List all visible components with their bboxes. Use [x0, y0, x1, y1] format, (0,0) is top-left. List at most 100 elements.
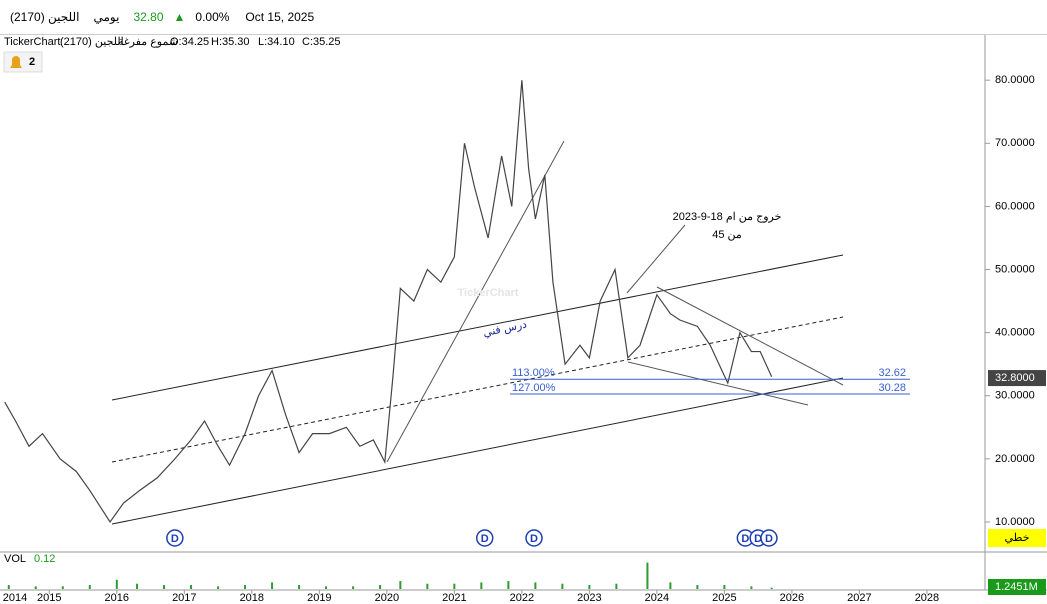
volume-label: 1.2451M — [995, 581, 1038, 593]
y-tick-label: 70.0000 — [995, 137, 1035, 149]
volume-bar — [453, 583, 456, 589]
y-tick-label: 50.0000 — [995, 263, 1035, 275]
volume-bar — [615, 583, 618, 589]
x-tick-label: 2020 — [375, 592, 399, 604]
period[interactable]: يومي — [93, 10, 120, 24]
x-tick-label: 2028 — [915, 592, 939, 604]
volume-bar — [244, 585, 247, 589]
volume-bar — [163, 585, 166, 589]
volume-bar — [325, 586, 328, 589]
x-tick-label: 2017 — [172, 592, 196, 604]
dividend-label: D — [171, 533, 179, 545]
x-tick-label: 2024 — [645, 592, 669, 604]
x-tick-label: 2016 — [105, 592, 129, 604]
dividend-marker — [166, 529, 184, 547]
header: اللجين (2170) يومي 32.80 ▲ 0.00% Oct 15,… — [0, 0, 1047, 35]
x-tick-label: 2014 — [3, 592, 27, 604]
pointer — [626, 224, 686, 294]
x-tick-label: 2022 — [510, 592, 534, 604]
x-tick-label: 2025 — [712, 592, 736, 604]
scale-mode: خطي — [1005, 532, 1030, 544]
source: TickerChart — [4, 36, 60, 48]
dividend-label: D — [530, 533, 538, 545]
alert-count: 2 — [29, 56, 35, 68]
volume-bar — [750, 586, 753, 589]
symbol[interactable]: اللجين (2170) — [10, 10, 80, 24]
volume-bar — [136, 583, 139, 589]
y-tick-label: 30.0000 — [995, 390, 1035, 402]
level-value: 30.28 — [878, 382, 906, 394]
level-label: 127.00% — [512, 382, 556, 394]
background — [0, 35, 1047, 604]
x-tick-label: 2027 — [847, 592, 871, 604]
volume-bar — [399, 581, 402, 589]
volume-bar — [588, 585, 591, 589]
channel-bottom — [111, 377, 844, 525]
low: L:34.10 — [258, 36, 295, 48]
up-icon: ▲ — [173, 10, 186, 24]
last-price-label: 32.8000 — [995, 372, 1035, 384]
x-tick-label: 2018 — [240, 592, 264, 604]
volume-bar — [669, 582, 672, 589]
x-tick-label: 2026 — [780, 592, 804, 604]
volume-bar — [61, 586, 64, 589]
x-tick-label: 2015 — [37, 592, 61, 604]
dividend-label: D — [741, 533, 749, 545]
scale-button[interactable] — [988, 529, 1046, 547]
y-tick-label: 40.0000 — [995, 327, 1035, 339]
annotation: من 45 — [712, 229, 742, 241]
y-tick-label: 60.0000 — [995, 200, 1035, 212]
x-tick-label: 2021 — [442, 592, 466, 604]
change: 0.00% — [195, 10, 230, 24]
volume-bar — [480, 582, 483, 589]
volume-bar — [115, 579, 118, 589]
annotation: خروج من ام 18-9-2023 — [673, 211, 782, 223]
volume-bar — [34, 586, 37, 589]
chart: TickerChart اللجين (2170) شموع مفرغة O:3… — [0, 35, 1047, 604]
dividend-label: D — [754, 533, 762, 545]
dividend-marker — [760, 529, 778, 547]
date: Oct 15, 2025 — [245, 10, 315, 24]
volume-title: VOL — [4, 553, 26, 565]
alert-button[interactable] — [3, 51, 43, 73]
dividend-marker — [475, 529, 494, 547]
x-tick-label: 2023 — [577, 592, 601, 604]
last-price-box — [988, 370, 1046, 387]
price-line — [4, 80, 773, 524]
open: O:34.25 — [170, 36, 209, 48]
volume-bar — [696, 585, 699, 589]
volume-current: 0.12 — [34, 553, 55, 565]
trendline — [386, 140, 565, 463]
price: 32.80 — [133, 10, 164, 24]
y-tick-label: 20.0000 — [995, 453, 1035, 465]
volume-bar — [561, 583, 564, 589]
x-tick-label: 2019 — [307, 592, 331, 604]
channel-top — [111, 254, 844, 401]
bell-icon — [10, 56, 22, 68]
trendlines — [111, 140, 844, 525]
dividend-marker — [525, 529, 543, 547]
dividend-label: D — [481, 533, 489, 545]
volume-bar — [217, 586, 220, 589]
trendline — [656, 286, 844, 386]
trendline — [627, 361, 809, 406]
volume-bar — [507, 581, 510, 589]
info-style: شموع مفرغة — [118, 36, 178, 48]
volume-bar — [723, 585, 726, 589]
volume-bar — [7, 585, 10, 589]
high: H:35.30 — [211, 36, 250, 48]
channel-mid — [111, 316, 844, 463]
y-tick-label: 80.0000 — [995, 74, 1035, 86]
info-symbol: اللجين (2170) — [60, 36, 124, 48]
watermark: TickerChart — [458, 287, 519, 299]
level-label: 113.00% — [512, 367, 555, 379]
volume-bar — [271, 582, 274, 589]
volume-bar — [352, 586, 355, 589]
level-value: 32.62 — [878, 367, 906, 379]
close: C:35.25 — [302, 36, 341, 48]
volume-bar — [426, 583, 429, 589]
volume-bar — [770, 587, 773, 589]
volume-bar — [379, 585, 382, 589]
volume-bar — [190, 585, 193, 589]
